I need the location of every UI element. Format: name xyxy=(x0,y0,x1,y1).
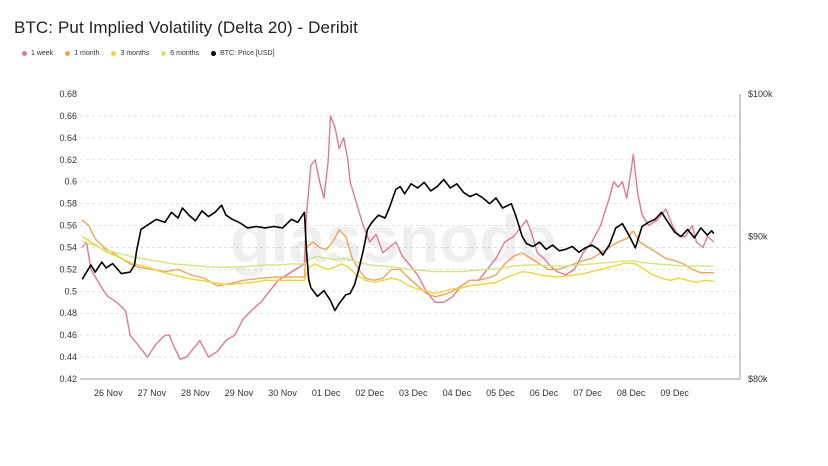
series-line-m6 xyxy=(81,240,714,273)
legend-dot-btc-price xyxy=(211,51,217,56)
x-tick-label: 05 Dec xyxy=(486,388,515,398)
series-group xyxy=(81,115,715,360)
legend-item-3-months[interactable]: 3 months xyxy=(111,50,149,57)
chart-title: BTC: Put Implied Volatility (Delta 20) -… xyxy=(14,18,358,37)
x-tick-label: 07 Dec xyxy=(573,388,602,398)
y-tick-label-left: 0.66 xyxy=(59,111,77,121)
x-tick-label: 28 Nov xyxy=(181,388,210,398)
legend-label-6-months: 6 months xyxy=(170,50,200,57)
legend-item-btc-price[interactable]: BTC: Price [USD] xyxy=(211,50,275,57)
x-tick-label: 03 Dec xyxy=(399,388,428,398)
y-tick-label-left: 0.58 xyxy=(59,199,77,209)
series-line-m3 xyxy=(81,235,714,295)
y-tick-label-left: 0.52 xyxy=(59,264,77,274)
y-tick-label-left: 0.44 xyxy=(59,352,77,362)
series-line-m1 xyxy=(81,219,714,298)
y-tick-label-left: 0.46 xyxy=(59,330,77,340)
y-tick-label-left: 0.5 xyxy=(64,286,77,296)
legend-dot-1-week xyxy=(22,51,27,56)
y-tick-label-left: 0.48 xyxy=(59,308,77,318)
y-tick-label-left: 0.56 xyxy=(59,221,77,231)
legend: 1 week 1 month 3 months 6 months BTC: Pr… xyxy=(22,50,275,57)
y-tick-label-right: $80k xyxy=(748,374,768,384)
y-tick-label-right: $100k xyxy=(748,89,773,99)
legend-label-3-months: 3 months xyxy=(120,50,150,57)
series-line-price xyxy=(81,178,715,312)
x-tick-label: 26 Nov xyxy=(94,388,123,398)
series-line-w1 xyxy=(81,115,715,360)
legend-label-btc-price: BTC: Price [USD] xyxy=(220,50,275,57)
y-tick-label-left: 0.6 xyxy=(64,177,77,187)
x-tick-label: 09 Dec xyxy=(660,388,689,398)
x-tick-label: 08 Dec xyxy=(617,388,646,398)
x-tick-label: 06 Dec xyxy=(530,388,559,398)
y-tick-label-left: 0.42 xyxy=(59,374,77,384)
legend-dot-6-months xyxy=(161,51,167,56)
x-tick-label: 02 Dec xyxy=(355,388,384,398)
axes: 0.68 0.66 0.64 0.62 0.6 0.58 0.56 0.54 0.52 0.5 0.… xyxy=(59,89,773,398)
watermark: glassnode xyxy=(230,202,556,276)
x-tick-label: 01 Dec xyxy=(312,388,341,398)
y-tick-label-left: 0.54 xyxy=(59,242,77,252)
legend-item-1-week[interactable]: 1 week xyxy=(22,50,53,57)
y-tick-label-left: 0.62 xyxy=(59,155,77,165)
x-tick-label: 27 Nov xyxy=(138,388,167,398)
legend-label-1-month: 1 month xyxy=(74,50,100,57)
x-tick-label: 04 Dec xyxy=(443,388,472,398)
legend-dot-1-month xyxy=(65,51,71,56)
x-tick-label: 30 Nov xyxy=(268,388,297,398)
x-tick-label: 29 Nov xyxy=(225,388,254,398)
legend-item-6-months[interactable]: 6 months xyxy=(161,50,199,57)
legend-dot-3-months xyxy=(111,51,117,56)
y-tick-label-left: 0.64 xyxy=(59,133,77,143)
y-tick-label-right: $90k xyxy=(748,232,768,242)
y-tick-label-left: 0.68 xyxy=(59,89,77,99)
legend-label-1-week: 1 week xyxy=(31,50,54,57)
legend-item-1-month[interactable]: 1 month xyxy=(65,50,99,57)
